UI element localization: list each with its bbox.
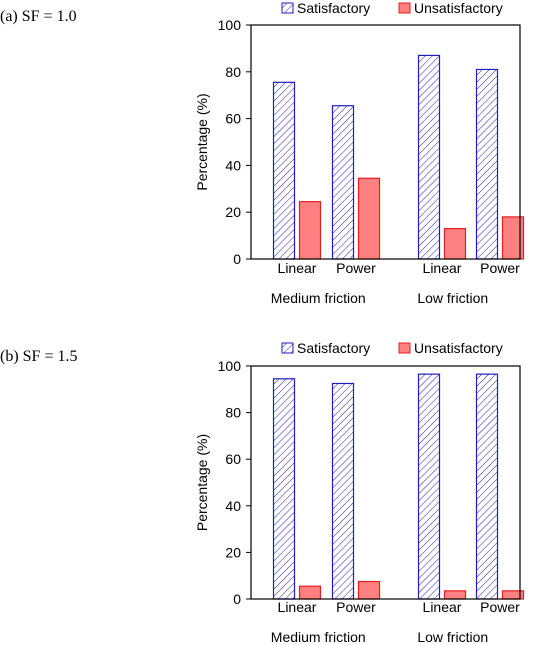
bar-unsatisfactory bbox=[443, 227, 467, 260]
bar-satisfactory bbox=[475, 68, 499, 260]
bar-satisfactory bbox=[331, 105, 355, 260]
x-category-label: Linear bbox=[423, 260, 462, 276]
x-category-label: Power bbox=[480, 260, 520, 276]
bar-satisfactory bbox=[475, 373, 499, 600]
y-tick-label: 60 bbox=[225, 111, 241, 127]
legend-label-unsatisfactory: Unsatisfactory bbox=[414, 0, 503, 16]
bar-unsatisfactory bbox=[357, 580, 381, 600]
bar-satisfactory bbox=[272, 81, 296, 260]
x-category-label: Linear bbox=[423, 599, 462, 615]
bar-unsatisfactory bbox=[443, 590, 467, 600]
panel-a-label: (a) SF = 1.0 bbox=[0, 8, 77, 25]
plot-frame bbox=[250, 365, 521, 600]
y-tick-label: 20 bbox=[225, 544, 241, 560]
bar-unsatisfactory bbox=[298, 585, 322, 600]
bar-unsatisfactory bbox=[298, 201, 322, 260]
y-tick-label: 0 bbox=[233, 251, 241, 267]
bar-satisfactory bbox=[417, 54, 441, 260]
plot-frame bbox=[250, 24, 521, 260]
bar-satisfactory bbox=[417, 373, 441, 600]
x-category-label: Power bbox=[336, 599, 376, 615]
y-tick-label: 80 bbox=[225, 64, 241, 80]
bar-unsatisfactory bbox=[357, 177, 381, 260]
legend-swatch-satisfactory bbox=[281, 2, 294, 14]
y-tick-label: 100 bbox=[218, 17, 242, 33]
x-category-label: Power bbox=[480, 599, 520, 615]
y-tick-label: 80 bbox=[225, 405, 241, 421]
y-tick-label: 20 bbox=[225, 204, 241, 220]
x-category-label: Power bbox=[336, 260, 376, 276]
x-category-label: Linear bbox=[278, 260, 317, 276]
y-tick-label: 60 bbox=[225, 451, 241, 467]
legend-swatch-unsatisfactory bbox=[398, 2, 411, 14]
y-tick-label: 40 bbox=[225, 157, 241, 173]
y-axis-title: Percentage (%) bbox=[194, 434, 210, 531]
y-tick-label: 100 bbox=[218, 358, 242, 374]
x-group-label: Medium friction bbox=[271, 629, 366, 645]
legend-swatch-satisfactory bbox=[281, 342, 294, 354]
legend-label-unsatisfactory: Unsatisfactory bbox=[414, 340, 503, 356]
bar-satisfactory bbox=[331, 382, 355, 600]
y-axis-title: Percentage (%) bbox=[194, 93, 210, 190]
legend-swatch-unsatisfactory bbox=[398, 342, 411, 354]
x-category-label: Linear bbox=[278, 599, 317, 615]
bar-satisfactory bbox=[272, 378, 296, 600]
x-group-label: Medium friction bbox=[271, 290, 366, 306]
x-group-label: Low friction bbox=[417, 290, 488, 306]
y-tick-label: 0 bbox=[233, 591, 241, 607]
y-tick-label: 40 bbox=[225, 498, 241, 514]
x-group-label: Low friction bbox=[417, 629, 488, 645]
legend-label-satisfactory: Satisfactory bbox=[297, 340, 370, 356]
legend-label-satisfactory: Satisfactory bbox=[297, 0, 370, 16]
panel-b-label: (b) SF = 1.5 bbox=[0, 348, 78, 365]
